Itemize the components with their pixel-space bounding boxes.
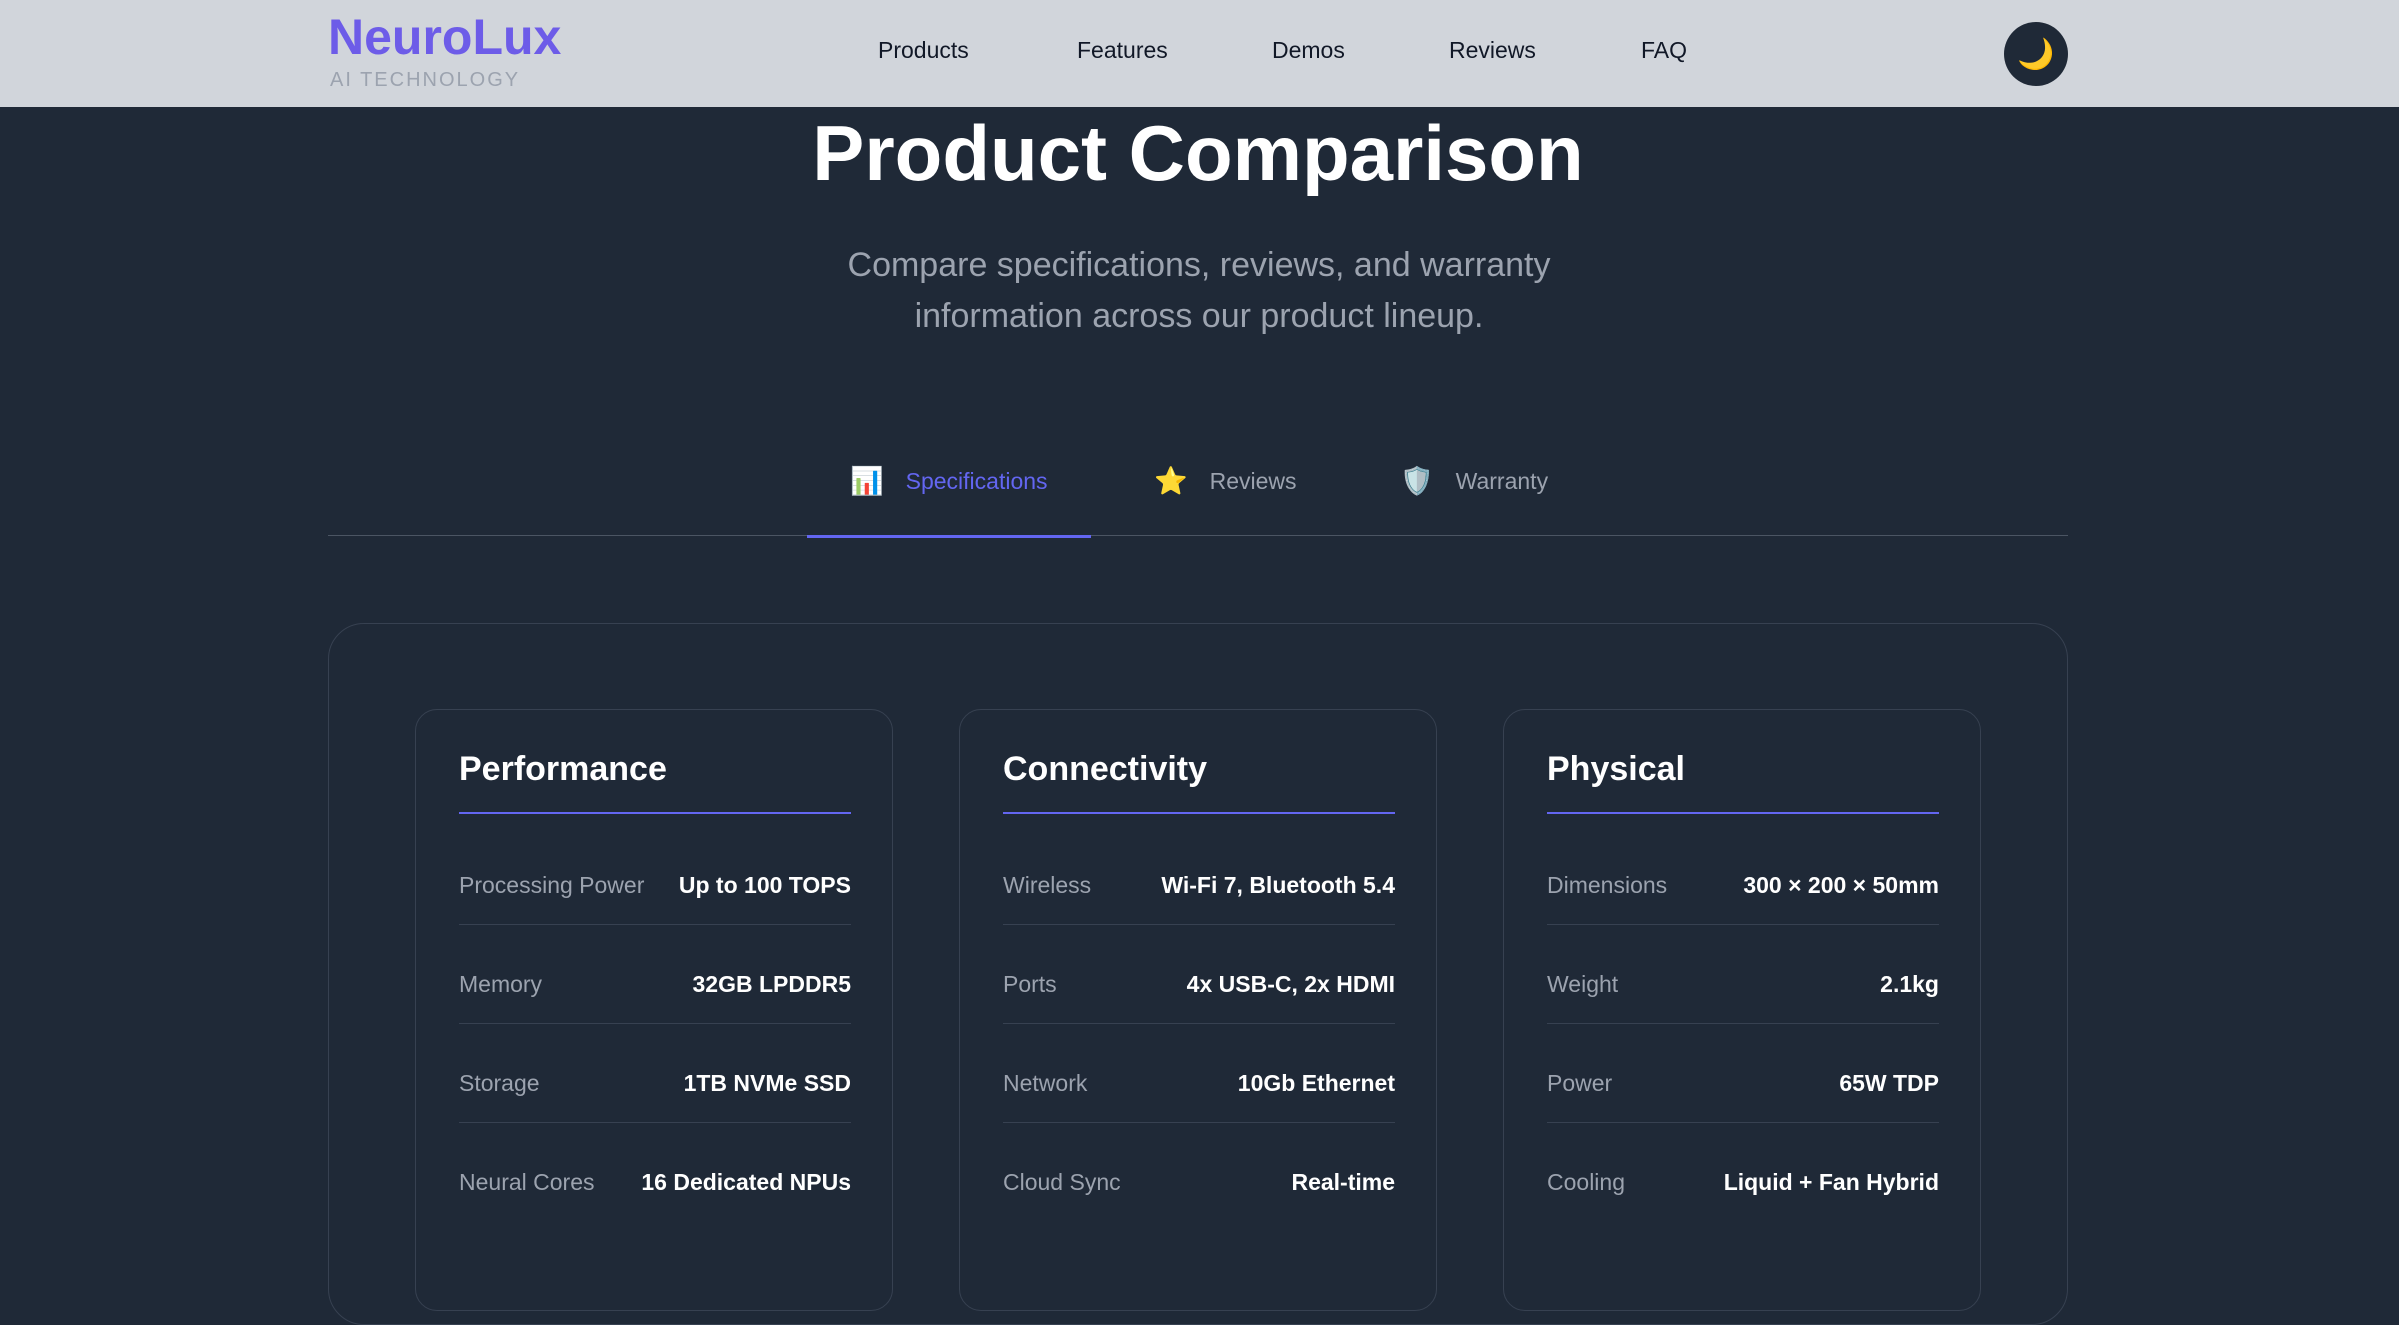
spec-value: 10Gb Ethernet bbox=[1237, 1070, 1395, 1096]
row-divider bbox=[1547, 1122, 1939, 1123]
row-divider bbox=[1547, 1023, 1939, 1024]
tab-icon: 📊 bbox=[850, 466, 884, 496]
card-underline bbox=[1003, 812, 1395, 814]
row-divider bbox=[459, 1122, 851, 1123]
spec-value: 300 × 200 × 50mm bbox=[1743, 872, 1939, 898]
spec-value: 4x USB-C, 2x HDMI bbox=[1186, 971, 1395, 997]
row-divider bbox=[1547, 924, 1939, 925]
nav-link[interactable]: Reviews bbox=[1449, 37, 1536, 63]
tab-divider bbox=[328, 535, 2068, 536]
spec-label: Network bbox=[1003, 1070, 1088, 1096]
spec-label: Wireless bbox=[1003, 872, 1092, 898]
row-divider bbox=[459, 1023, 851, 1024]
card-underline bbox=[1547, 812, 1939, 814]
spec-value: Real-time bbox=[1291, 1169, 1395, 1195]
card-title: Connectivity bbox=[1003, 750, 1208, 788]
card-title: Physical bbox=[1547, 750, 1685, 788]
tab-icon: 🛡️ bbox=[1400, 466, 1434, 496]
spec-label: Storage bbox=[459, 1070, 540, 1096]
spec-value: Wi-Fi 7, Bluetooth 5.4 bbox=[1161, 872, 1395, 898]
active-tab-indicator bbox=[807, 535, 1091, 538]
nav-link[interactable]: FAQ bbox=[1641, 37, 1688, 63]
spec-label: Cooling bbox=[1547, 1169, 1625, 1195]
spec-value: 16 Dedicated NPUs bbox=[641, 1169, 851, 1195]
tagline: AI TECHNOLOGY bbox=[330, 69, 521, 91]
spec-card: Connectivity Wireless Wi-Fi 7, Bluetooth 5… bbox=[959, 709, 1437, 1311]
tab-label: Reviews bbox=[1209, 467, 1297, 494]
spec-label: Dimensions bbox=[1547, 872, 1668, 898]
card-underline bbox=[459, 812, 851, 814]
subtitle: Compare specifications, reviews, and war… bbox=[847, 246, 1551, 335]
spec-value: Liquid + Fan Hybrid bbox=[1723, 1169, 1939, 1195]
spec-value: 32GB LPDDR5 bbox=[692, 971, 851, 997]
nav-link[interactable]: Products bbox=[878, 37, 969, 63]
spec-card: Physical Dimensions 300 × 200 × 50mm Weight… bbox=[1503, 709, 1981, 1311]
spec-label: Processing Power bbox=[459, 872, 645, 898]
spec-value: 2.1kg bbox=[1880, 971, 1939, 997]
tab[interactable]: 📊 Specifications bbox=[850, 465, 1048, 497]
page-title: Product Comparison bbox=[812, 109, 1584, 197]
row-divider bbox=[1003, 924, 1395, 925]
spec-value: 65W TDP bbox=[1839, 1070, 1939, 1096]
row-divider bbox=[1003, 1023, 1395, 1024]
spec-label: Ports bbox=[1003, 971, 1057, 997]
row-divider bbox=[1003, 1122, 1395, 1123]
row-divider bbox=[459, 924, 851, 925]
tab-label: Warranty bbox=[1455, 467, 1549, 494]
tab-icon: ⭐ bbox=[1154, 466, 1188, 496]
tab-label: Specifications bbox=[905, 467, 1048, 494]
spec-value: Up to 100 TOPS bbox=[678, 872, 851, 898]
card-title: Performance bbox=[459, 750, 667, 788]
spec-label: Memory bbox=[459, 971, 543, 997]
spec-label: Cloud Sync bbox=[1003, 1169, 1121, 1195]
tab[interactable]: 🛡️ Warranty bbox=[1400, 465, 1548, 497]
logo[interactable]: NeuroLux bbox=[328, 9, 562, 65]
spec-label: Weight bbox=[1547, 971, 1619, 997]
tab[interactable]: ⭐ Reviews bbox=[1154, 465, 1297, 497]
nav-link[interactable]: Demos bbox=[1272, 37, 1345, 63]
header: NeuroLux AI TECHNOLOGY 🌙 Products Feature… bbox=[0, 0, 2399, 107]
nav-link[interactable]: Features bbox=[1077, 37, 1168, 63]
spec-label: Neural Cores bbox=[459, 1169, 595, 1195]
spec-label: Power bbox=[1547, 1070, 1613, 1096]
spec-value: 1TB NVMe SSD bbox=[683, 1070, 851, 1096]
spec-card: Performance Processing Power Up to 100 TOP… bbox=[415, 709, 893, 1311]
theme-toggle[interactable]: 🌙 bbox=[2004, 22, 2068, 86]
